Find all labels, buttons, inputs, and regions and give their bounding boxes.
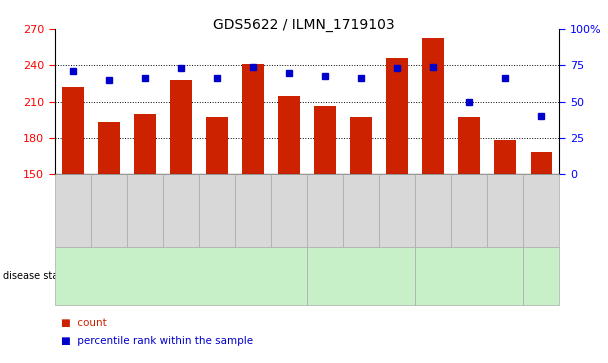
Bar bbox=[350, 117, 372, 174]
Bar bbox=[206, 117, 228, 174]
Text: GSM1515754: GSM1515754 bbox=[361, 180, 370, 241]
Text: GSM1515750: GSM1515750 bbox=[217, 180, 226, 241]
Text: GSM1515751: GSM1515751 bbox=[253, 180, 262, 241]
Text: GSM1515759: GSM1515759 bbox=[541, 180, 550, 241]
Text: GSM1515755: GSM1515755 bbox=[397, 180, 406, 241]
Text: GSM1515748: GSM1515748 bbox=[145, 180, 154, 241]
Text: GSM1515746: GSM1515746 bbox=[73, 180, 81, 241]
Bar bbox=[134, 114, 156, 174]
Bar bbox=[98, 122, 120, 174]
Bar bbox=[314, 106, 336, 174]
Text: MDS refractory
cytopenia with
multilineage dysplasia: MDS refractory cytopenia with multilinea… bbox=[314, 261, 409, 291]
Text: GSM1515756: GSM1515756 bbox=[433, 180, 442, 241]
Bar bbox=[494, 140, 516, 174]
Bar bbox=[242, 64, 264, 174]
Text: GSM1515753: GSM1515753 bbox=[325, 180, 334, 241]
Text: disease state ▶: disease state ▶ bbox=[3, 271, 79, 281]
Text: GSM1515749: GSM1515749 bbox=[181, 180, 190, 241]
Text: GSM1515758: GSM1515758 bbox=[505, 180, 514, 241]
Bar bbox=[62, 87, 83, 174]
Text: control: control bbox=[166, 272, 196, 280]
Bar bbox=[386, 58, 408, 174]
Bar bbox=[170, 80, 192, 174]
Bar bbox=[423, 37, 444, 174]
Bar bbox=[458, 117, 480, 174]
Text: ■  count: ■ count bbox=[61, 318, 106, 328]
Text: GSM1515757: GSM1515757 bbox=[469, 180, 478, 241]
Bar bbox=[278, 95, 300, 174]
Text: GSM1515747: GSM1515747 bbox=[109, 180, 118, 241]
Text: GDS5622 / ILMN_1719103: GDS5622 / ILMN_1719103 bbox=[213, 18, 395, 32]
Bar bbox=[531, 152, 552, 174]
Text: GSM1515752: GSM1515752 bbox=[289, 180, 298, 241]
Text: MDS
refracto
ry ane
mia with: MDS refracto ry ane mia with bbox=[523, 256, 559, 296]
Text: ■  percentile rank within the sample: ■ percentile rank within the sample bbox=[61, 336, 253, 346]
Text: MDS refractory anemia
with excess blasts-1: MDS refractory anemia with excess blasts… bbox=[421, 266, 518, 286]
